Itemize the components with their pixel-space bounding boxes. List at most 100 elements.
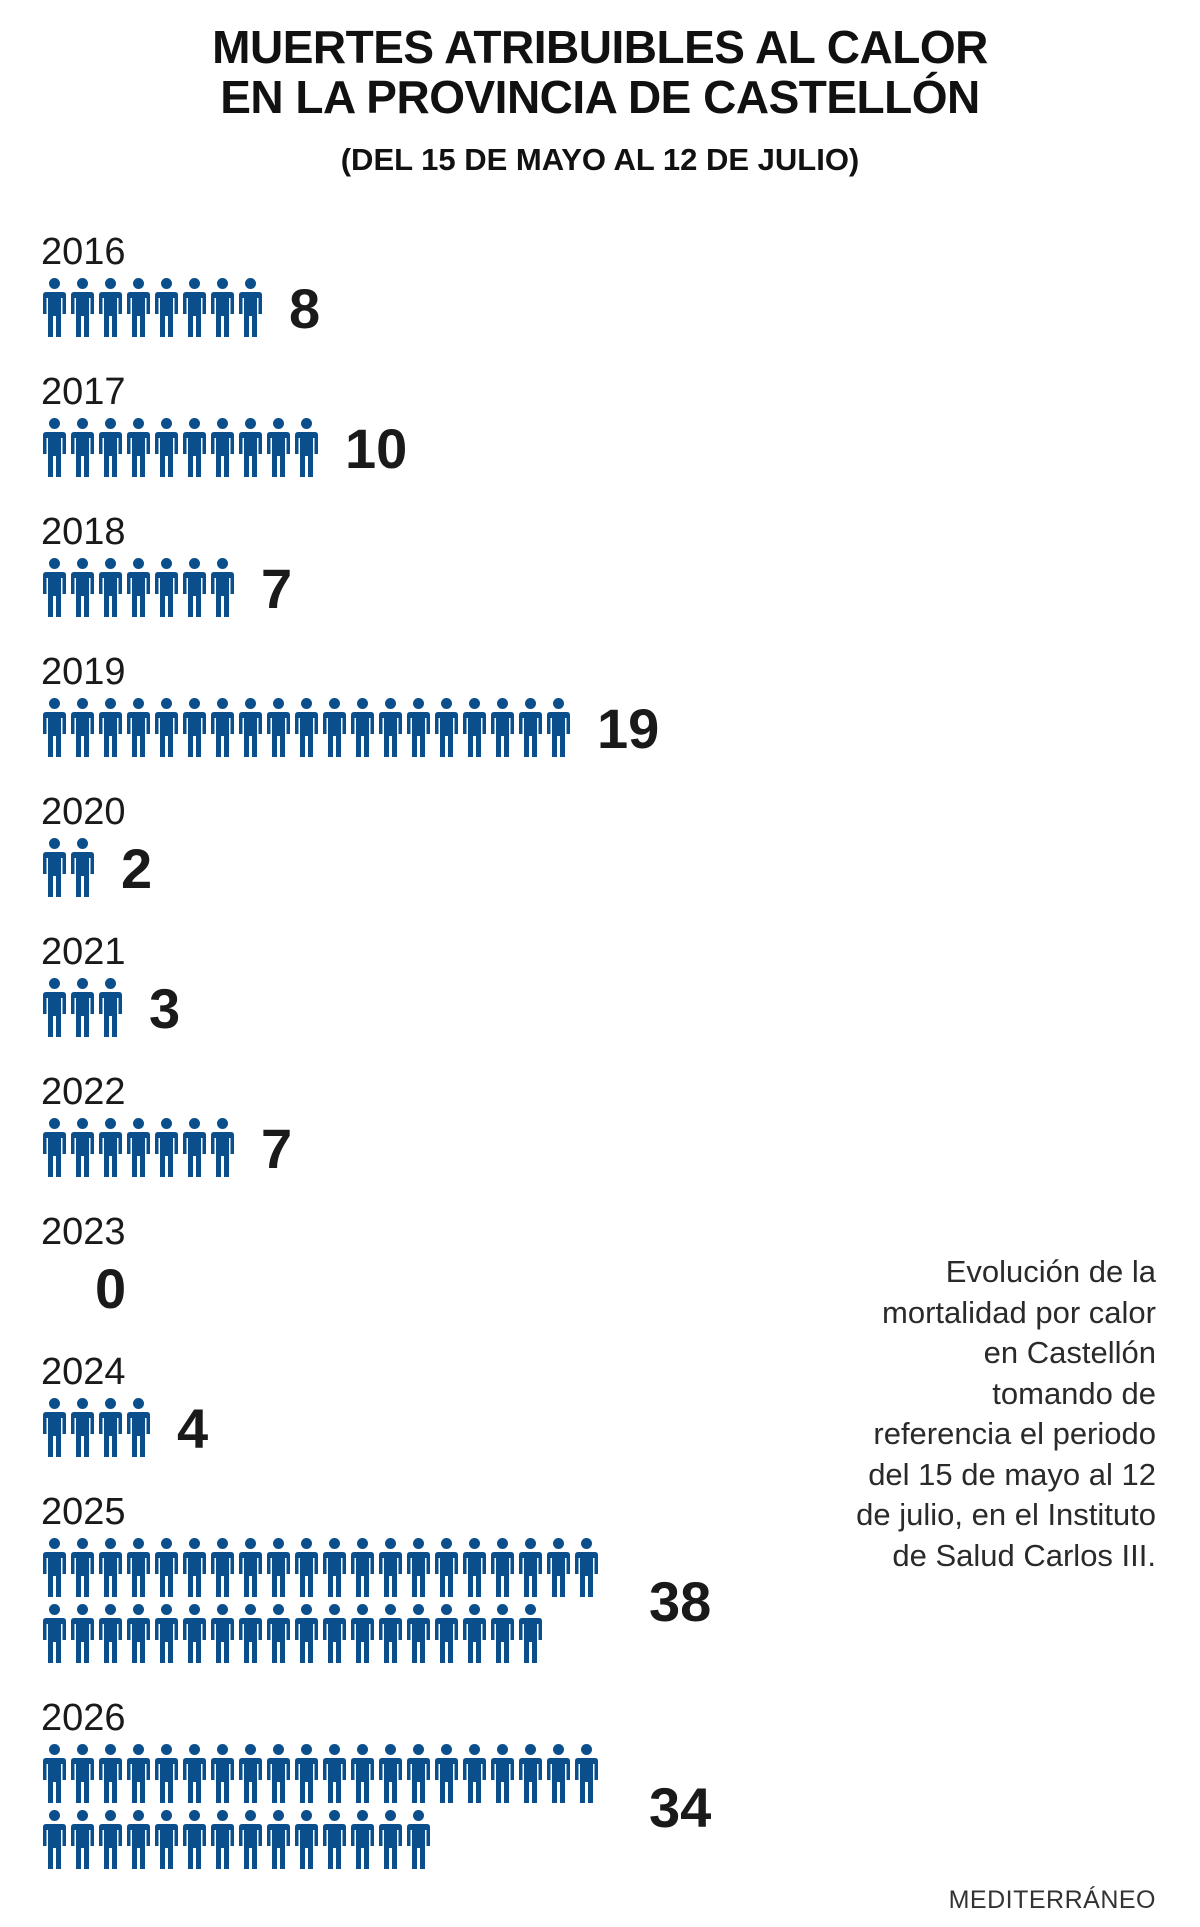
- icon-row-2026-1: [43, 1744, 598, 1803]
- person-icon: [71, 1810, 94, 1869]
- person-icon: [155, 558, 178, 617]
- person-icon: [71, 978, 94, 1037]
- person-icon: [435, 1744, 458, 1803]
- person-icon: [407, 1810, 430, 1869]
- person-icon: [127, 558, 150, 617]
- person-icon: [463, 1744, 486, 1803]
- person-icon: [183, 1810, 206, 1869]
- person-icon: [295, 1744, 318, 1803]
- person-icon: [463, 1604, 486, 1663]
- person-icon: [491, 698, 514, 757]
- person-icon: [267, 418, 290, 477]
- year-label-2017: 2017: [41, 371, 126, 413]
- person-icon: [99, 1398, 122, 1457]
- person-icon: [155, 1810, 178, 1869]
- value-label-2025: 38: [649, 1570, 712, 1633]
- person-icon: [99, 1538, 122, 1597]
- person-icon: [575, 1744, 598, 1803]
- person-icon: [295, 698, 318, 757]
- person-icon: [183, 1604, 206, 1663]
- person-icon: [211, 1538, 234, 1597]
- person-icon: [435, 1604, 458, 1663]
- value-label-2022: 7: [261, 1117, 293, 1180]
- person-icon: [127, 1604, 150, 1663]
- person-icon: [547, 1744, 570, 1803]
- person-icon: [71, 1744, 94, 1803]
- person-icon: [99, 418, 122, 477]
- person-icon: [407, 1538, 430, 1597]
- chart-note: Evolución de la mortalidad por calor en …: [856, 1254, 1156, 1573]
- person-icon: [127, 1118, 150, 1177]
- person-icon: [211, 418, 234, 477]
- person-icon: [43, 558, 66, 617]
- person-icon: [407, 1604, 430, 1663]
- year-label-2019: 2019: [41, 651, 126, 693]
- person-icon: [211, 1810, 234, 1869]
- person-icon: [71, 698, 94, 757]
- person-icon: [155, 1118, 178, 1177]
- person-icon: [211, 278, 234, 337]
- year-label-2026: 2026: [41, 1697, 126, 1739]
- person-icon: [547, 1538, 570, 1597]
- person-icon: [267, 1538, 290, 1597]
- person-icon: [183, 418, 206, 477]
- person-icon: [267, 1810, 290, 1869]
- person-icon: [183, 278, 206, 337]
- person-icon: [127, 1538, 150, 1597]
- icon-row-2017-1: [43, 418, 318, 477]
- icon-row-2019-1: [43, 698, 570, 757]
- year-label-2023: 2023: [41, 1211, 126, 1253]
- icon-row-2022-1: [43, 1118, 234, 1177]
- year-label-2021: 2021: [41, 931, 126, 973]
- person-icon: [351, 1744, 374, 1803]
- chart-title-line1: MUERTES ATRIBUIBLES AL CALOR: [212, 21, 988, 73]
- value-label-2016: 8: [289, 277, 321, 340]
- value-label-2018: 7: [261, 557, 293, 620]
- year-label-2016: 2016: [41, 231, 126, 273]
- person-icon: [519, 1604, 542, 1663]
- person-icon: [323, 698, 346, 757]
- person-icon: [99, 558, 122, 617]
- person-icon: [127, 418, 150, 477]
- person-icon: [575, 1538, 598, 1597]
- person-icon: [155, 698, 178, 757]
- person-icon: [127, 278, 150, 337]
- person-icon: [155, 278, 178, 337]
- person-icon: [239, 1810, 262, 1869]
- person-icon: [211, 1744, 234, 1803]
- person-icon: [407, 1744, 430, 1803]
- person-icon: [547, 698, 570, 757]
- person-icon: [379, 698, 402, 757]
- person-icon: [463, 698, 486, 757]
- person-icon: [351, 698, 374, 757]
- person-icon: [71, 278, 94, 337]
- person-icon: [211, 1118, 234, 1177]
- person-icon: [351, 1538, 374, 1597]
- person-icon: [239, 1604, 262, 1663]
- person-icon: [379, 1604, 402, 1663]
- person-icon: [71, 418, 94, 477]
- person-icon: [71, 1538, 94, 1597]
- person-icon: [435, 698, 458, 757]
- person-icon: [71, 558, 94, 617]
- person-icon: [43, 838, 66, 897]
- icon-row-2016-1: [43, 278, 262, 337]
- person-icon: [519, 698, 542, 757]
- person-icon: [43, 698, 66, 757]
- person-icon: [127, 1398, 150, 1457]
- icon-row-2025-2: [43, 1604, 542, 1663]
- icon-row-2020-1: [43, 838, 94, 897]
- person-icon: [71, 1398, 94, 1457]
- person-icon: [127, 698, 150, 757]
- person-icon: [43, 1744, 66, 1803]
- person-icon: [183, 558, 206, 617]
- value-label-2026: 34: [649, 1776, 712, 1839]
- person-icon: [295, 1538, 318, 1597]
- value-label-2019: 19: [597, 697, 660, 760]
- person-icon: [463, 1538, 486, 1597]
- person-icon: [323, 1604, 346, 1663]
- icon-row-2026-2: [43, 1810, 430, 1869]
- person-icon: [43, 1118, 66, 1177]
- year-label-2020: 2020: [41, 791, 126, 833]
- person-icon: [379, 1810, 402, 1869]
